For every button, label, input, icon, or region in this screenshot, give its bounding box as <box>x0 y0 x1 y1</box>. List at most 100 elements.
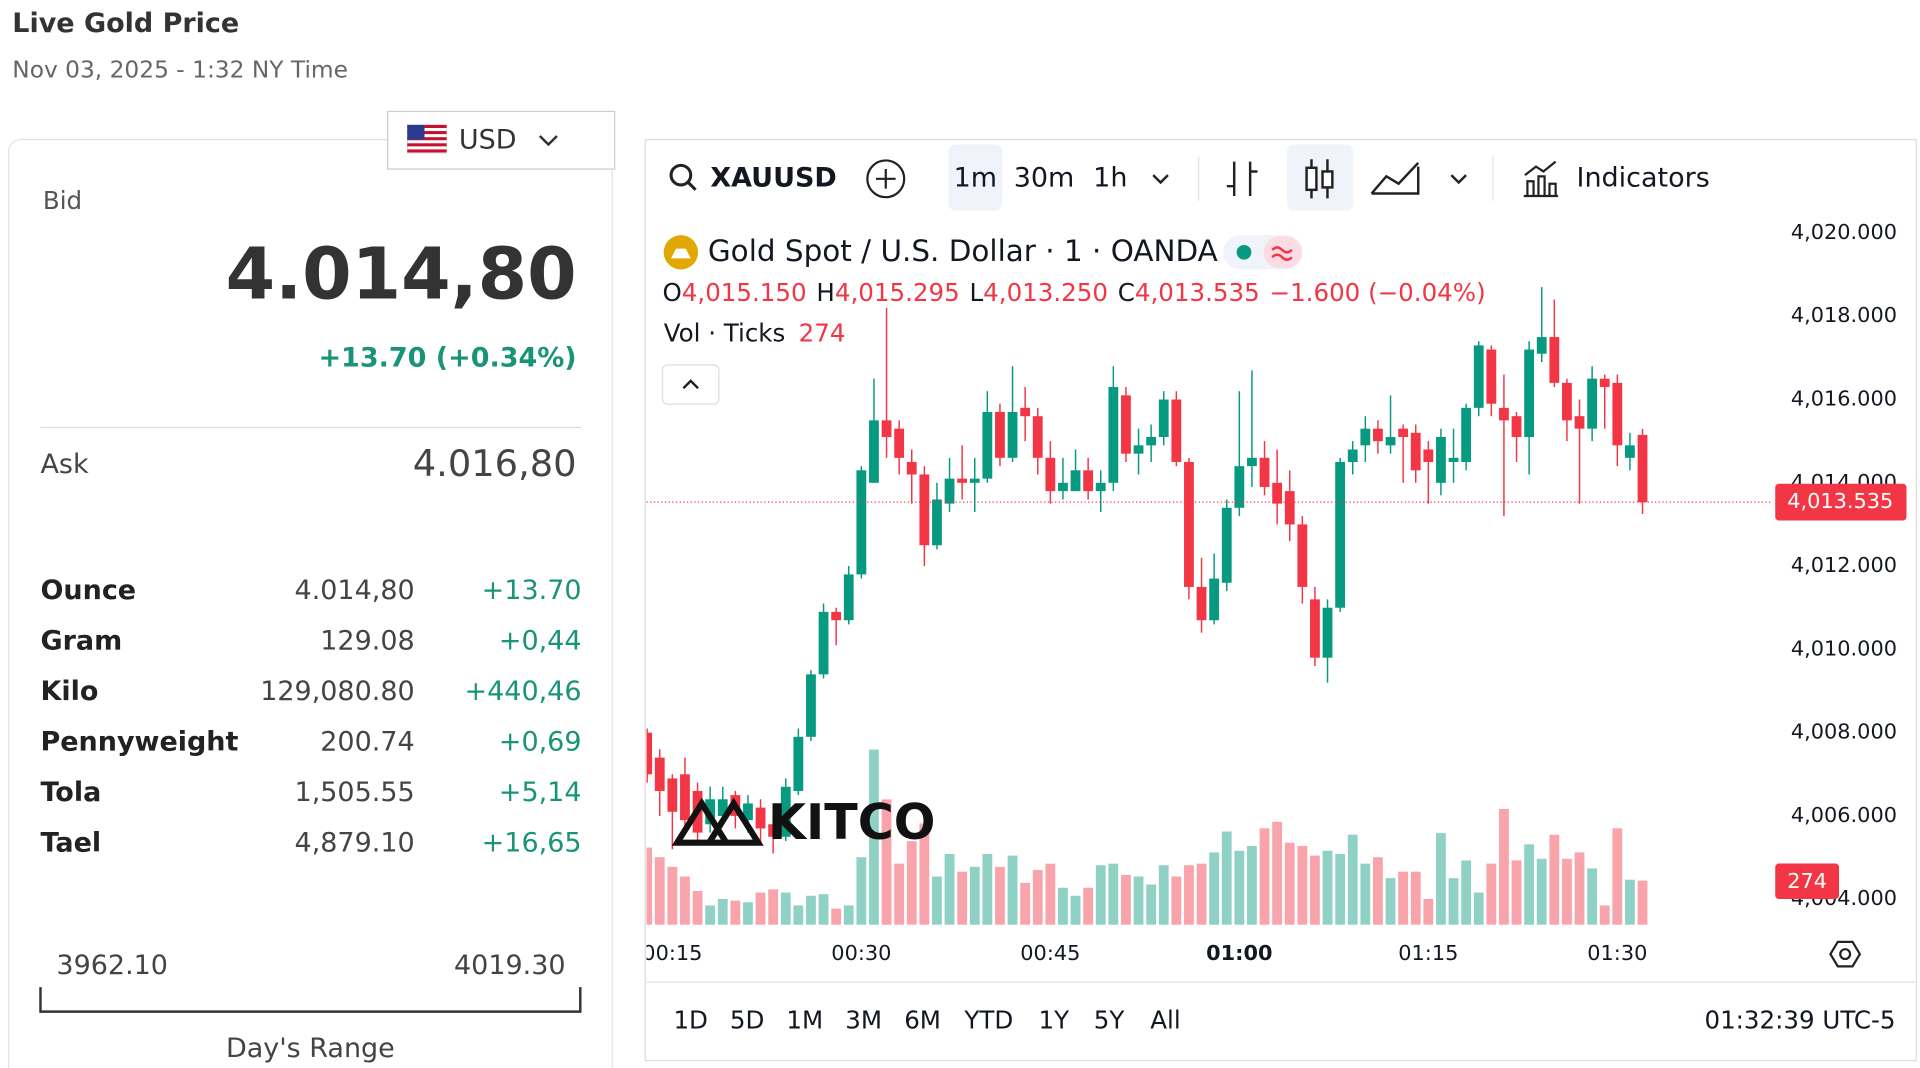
candle-style-icon[interactable] <box>1305 166 1318 192</box>
volume-bar <box>869 749 879 925</box>
collapse-button[interactable] <box>661 364 720 405</box>
volume-bar <box>856 857 867 925</box>
candle-body <box>1121 395 1131 454</box>
range-button[interactable]: All <box>1150 1005 1180 1034</box>
candle-body <box>793 736 804 791</box>
ohlc-key: L <box>970 278 984 307</box>
volume-bar <box>1536 858 1547 925</box>
unit-name: Ounce <box>40 575 136 606</box>
volume-bar <box>831 908 842 925</box>
volume-bar <box>1524 844 1535 925</box>
volume-title: Vol · Ticks <box>664 318 786 347</box>
ohlc-key: C <box>1118 278 1135 307</box>
range-button[interactable]: 6M <box>904 1005 941 1034</box>
candle-body <box>1335 461 1346 608</box>
symbol[interactable]: XAUUSD <box>710 162 836 193</box>
volume-bar <box>780 892 791 925</box>
bar-style-icon[interactable] <box>1226 161 1258 196</box>
candle-body <box>1322 607 1333 658</box>
range-button[interactable]: YTD <box>963 1005 1013 1034</box>
bid-label: Bid <box>43 186 82 215</box>
candle-body <box>1297 524 1308 587</box>
active-interval-bg <box>948 144 1003 211</box>
y-tick-label: 4,016.000 <box>1791 387 1897 411</box>
candle-body <box>1385 436 1396 446</box>
us-flag <box>407 124 447 154</box>
area-style-icon[interactable] <box>1370 162 1420 195</box>
candle-body <box>1360 428 1371 446</box>
ohlc-key: O <box>662 278 681 307</box>
volume-bar <box>1108 863 1119 925</box>
search[interactable]: XAUUSD <box>669 162 837 193</box>
volume-bar <box>881 799 892 925</box>
range-button[interactable]: 1Y <box>1039 1005 1071 1034</box>
chevron[interactable] <box>1152 174 1169 185</box>
volume-bar <box>995 866 1005 925</box>
ohlc-value: 4,015.295 <box>835 278 960 307</box>
settings-icon[interactable] <box>1829 940 1862 968</box>
candle-body <box>957 478 968 483</box>
chart-overlay: KITCO Gold Spot / U.S. Dollar · 1 · OAND… <box>661 234 1486 851</box>
candle-body <box>768 824 779 837</box>
indicators-label[interactable]: Indicators <box>1576 162 1709 193</box>
candle-body <box>755 807 766 829</box>
candle-body <box>1284 491 1295 525</box>
range-title: Day's Range <box>226 1033 395 1064</box>
volume-bar <box>1247 845 1257 925</box>
volume-bar <box>1574 852 1585 925</box>
unit-price: 1,505.55 <box>295 777 415 808</box>
bid-price: 4.014,80 <box>226 233 577 316</box>
candle-body <box>1473 345 1484 408</box>
currency-label[interactable]: USD <box>459 124 517 155</box>
range-button[interactable]: 1M <box>786 1005 823 1034</box>
candle-body <box>1562 382 1572 421</box>
range-high: 4019.30 <box>454 950 566 981</box>
candle-body <box>982 412 993 479</box>
volume-bar <box>1259 828 1270 925</box>
interval[interactable]: 30m <box>1014 162 1075 193</box>
volume-bar <box>1297 845 1308 925</box>
candle-body <box>1146 436 1157 446</box>
candle-body <box>1436 436 1446 483</box>
chevron[interactable] <box>1450 174 1467 185</box>
x-tick-label: 00:45 <box>1020 941 1080 965</box>
volume-bar <box>1171 876 1182 925</box>
volume-bar <box>680 876 690 925</box>
volume-bar <box>1234 850 1245 925</box>
y-tick-label: 4,020.000 <box>1791 220 1897 244</box>
unit-price: 4,879.10 <box>295 827 415 858</box>
volume-bar <box>969 866 980 925</box>
candle-body <box>856 470 867 575</box>
x-axis: 00:15 00:30 00:45 01:00 01:15 01:30 <box>642 930 1647 965</box>
page-subtitle: Nov 03, 2025 - 1:32 NY Time <box>12 57 348 84</box>
y-tick-label: 4,012.000 <box>1791 553 1897 577</box>
range-button[interactable]: 5D <box>730 1005 764 1034</box>
x-tick-label: 01:00 <box>1206 941 1272 965</box>
candle-body <box>1310 599 1320 658</box>
unit-name: Kilo <box>40 676 98 707</box>
compare-button[interactable] <box>866 159 906 199</box>
interval[interactable]: 1h <box>1093 162 1127 193</box>
range-bar <box>39 987 582 1013</box>
volume-bar <box>1461 860 1472 925</box>
volume-bar <box>667 866 678 925</box>
candle-body <box>1423 449 1434 462</box>
candle-body <box>1234 466 1245 508</box>
volume-bar <box>919 823 930 925</box>
currency-select[interactable]: USD <box>387 110 616 170</box>
range-button[interactable]: 5Y <box>1094 1005 1126 1034</box>
volume-bar <box>768 889 779 925</box>
interval[interactable]: 1m <box>954 162 997 193</box>
candle-body <box>667 778 678 812</box>
volume-bar <box>1335 854 1346 925</box>
candle-body <box>1070 470 1081 492</box>
indicators-button[interactable]: Indicators <box>1523 160 1710 198</box>
volume-bar <box>894 863 905 925</box>
ask-label: Ask <box>40 449 89 480</box>
x-tick-label: 00:15 <box>642 941 702 965</box>
range-button[interactable]: 1D <box>673 1005 707 1034</box>
unit-price: 4.014,80 <box>295 575 415 606</box>
candle-body <box>1587 378 1598 429</box>
range-button[interactable]: 3M <box>845 1005 882 1034</box>
